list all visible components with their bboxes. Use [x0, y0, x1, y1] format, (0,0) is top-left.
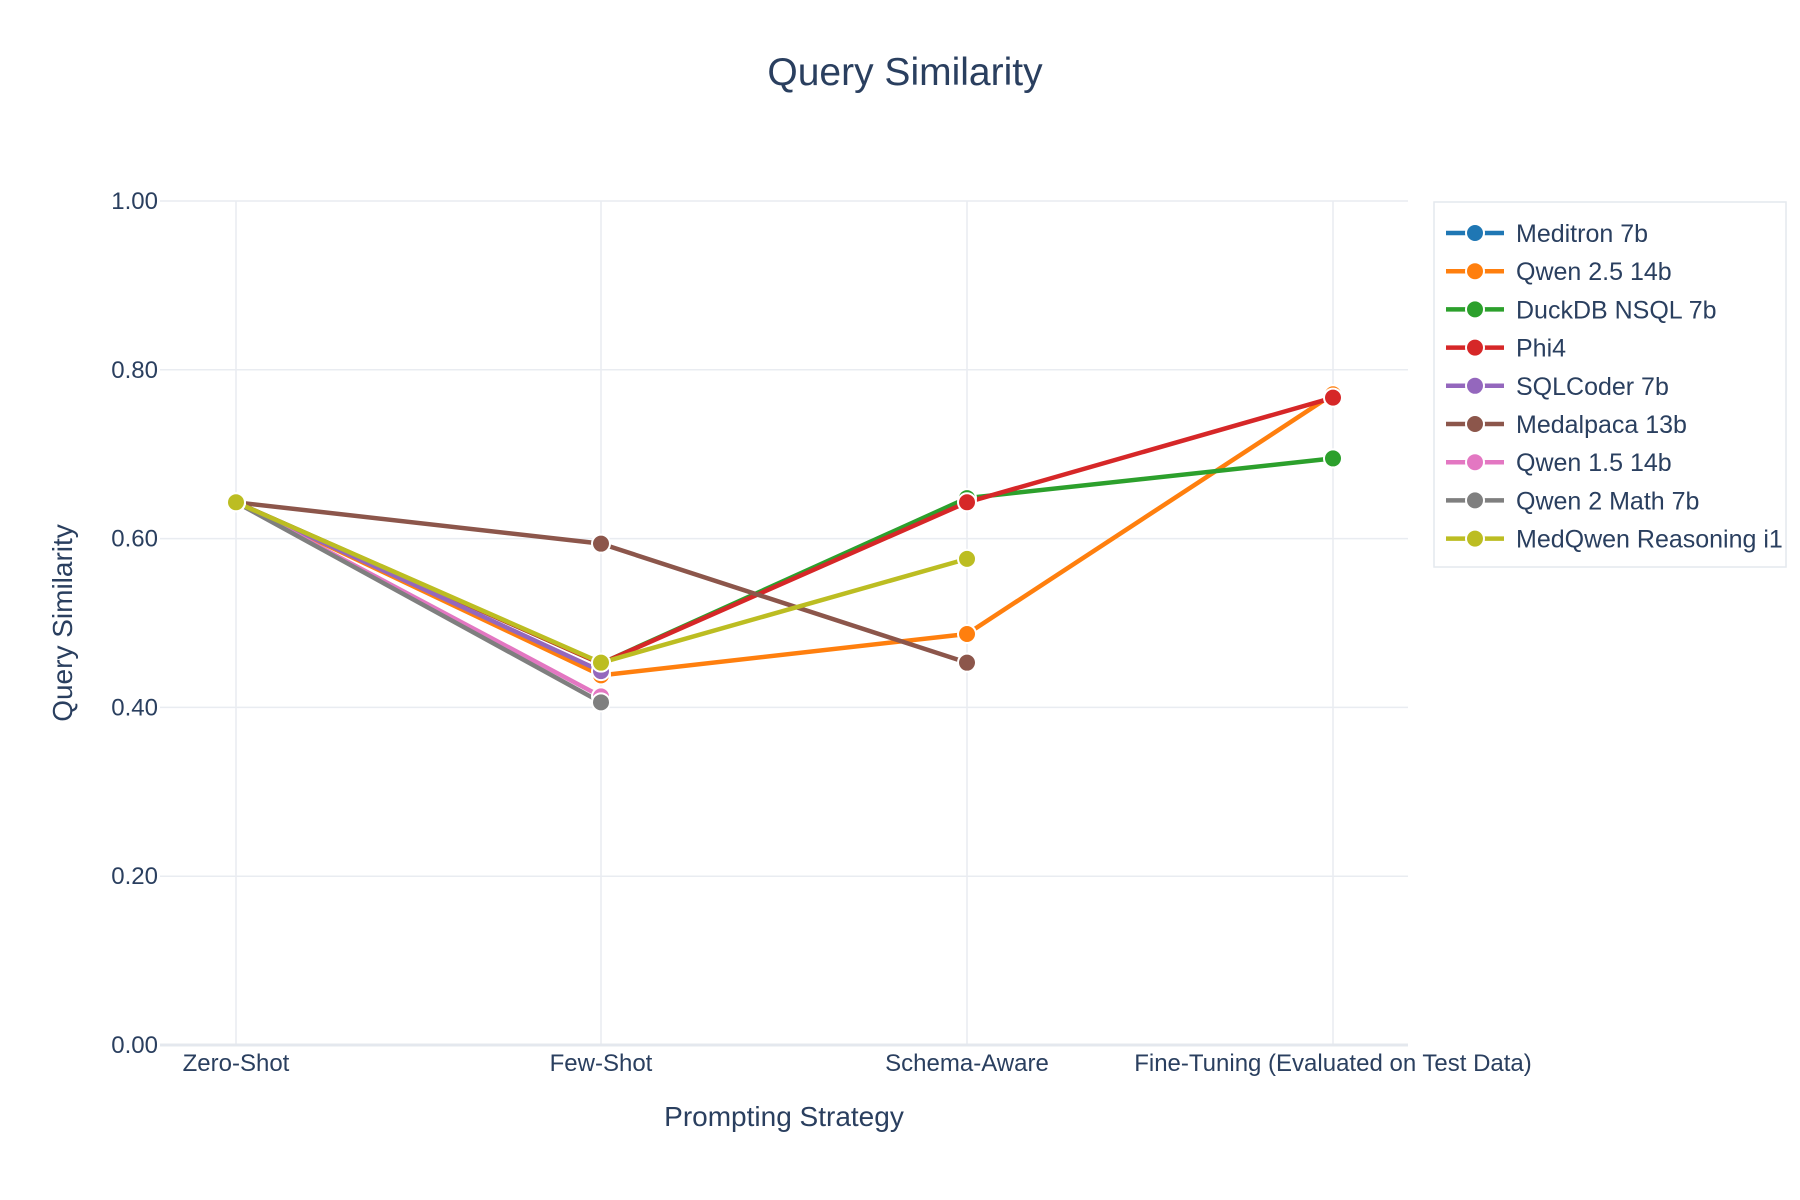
legend-label: Medalpaca 13b: [1516, 411, 1687, 439]
legend-label: Meditron 7b: [1516, 220, 1648, 248]
data-point[interactable]: [1323, 387, 1343, 408]
legend-item[interactable]: SQLCoder 7b: [1446, 373, 1669, 401]
series-line: [233, 395, 1336, 666]
series-line: [233, 456, 1336, 666]
legend-item[interactable]: MedQwen Reasoning i1: [1446, 526, 1783, 554]
x-tick-label: Few-Shot: [550, 1050, 653, 1077]
legend-swatch-marker: [1465, 299, 1485, 320]
legend-item[interactable]: Medalpaca 13b: [1446, 411, 1687, 439]
legend-label: Qwen 1.5 14b: [1516, 449, 1672, 477]
data-point[interactable]: [591, 692, 611, 713]
legend-swatch-marker: [1465, 261, 1485, 282]
legend: Meditron 7b Qwen 2.5 14b DuckDB NSQL 7b Phi…: [1433, 201, 1787, 568]
series-markers: [226, 384, 1343, 713]
legend-item[interactable]: Qwen 2 Math 7b: [1446, 487, 1699, 515]
data-point[interactable]: [591, 652, 611, 673]
legend-label: Qwen 2.5 14b: [1516, 258, 1672, 286]
legend-item[interactable]: Qwen 2.5 14b: [1446, 258, 1672, 286]
legend-label: Qwen 2 Math 7b: [1516, 487, 1699, 515]
legend-swatch-marker: [1465, 490, 1485, 511]
legend-item[interactable]: DuckDB NSQL 7b: [1446, 296, 1717, 324]
data-point[interactable]: [591, 533, 611, 554]
y-tick-label: 0.20: [111, 863, 158, 890]
legend-swatch-marker: [1465, 528, 1485, 549]
axes: 0.00 0.20 0.40 0.60 0.80 1.00 Zero-Shot Few-Sho…: [111, 188, 1531, 1077]
x-tick-label: Zero-Shot: [183, 1050, 290, 1077]
data-point[interactable]: [226, 492, 246, 513]
legend-item[interactable]: Meditron 7b: [1446, 220, 1648, 248]
legend-label: Phi4: [1516, 335, 1566, 363]
gridlines: [160, 200, 1408, 1047]
y-tick-label: 0.60: [111, 526, 158, 553]
data-point[interactable]: [1323, 448, 1343, 469]
y-tick-label: 0.00: [111, 1032, 158, 1059]
legend-swatch-marker: [1465, 414, 1485, 434]
x-tick-label: Fine-Tuning (Evaluated on Test Data): [1134, 1050, 1532, 1077]
y-axis-title: Query Similarity: [47, 524, 78, 722]
series-line: [233, 500, 604, 705]
x-tick-label: Schema-Aware: [885, 1050, 1049, 1077]
y-tick-label: 0.40: [111, 694, 158, 721]
data-point[interactable]: [957, 548, 977, 569]
legend-label: MedQwen Reasoning i1: [1516, 526, 1783, 554]
data-point[interactable]: [957, 492, 977, 513]
legend-item[interactable]: Qwen 1.5 14b: [1446, 449, 1672, 477]
legend-item[interactable]: Phi4: [1446, 335, 1566, 363]
legend-swatch-marker: [1465, 452, 1485, 473]
chart-title: Query Similarity: [767, 51, 1043, 94]
legend-swatch-marker: [1465, 223, 1485, 243]
data-point[interactable]: [957, 623, 977, 644]
x-axis-title: Prompting Strategy: [664, 1101, 904, 1132]
data-point[interactable]: [957, 652, 977, 673]
legend-label: SQLCoder 7b: [1516, 373, 1669, 401]
legend-swatch-marker: [1465, 375, 1485, 396]
series-lines: [233, 392, 1336, 705]
legend-swatch-marker: [1465, 337, 1485, 358]
y-tick-label: 1.00: [111, 188, 158, 215]
y-tick-label: 0.80: [111, 357, 158, 384]
legend-label: DuckDB NSQL 7b: [1516, 296, 1717, 324]
series-line: [233, 392, 1336, 678]
